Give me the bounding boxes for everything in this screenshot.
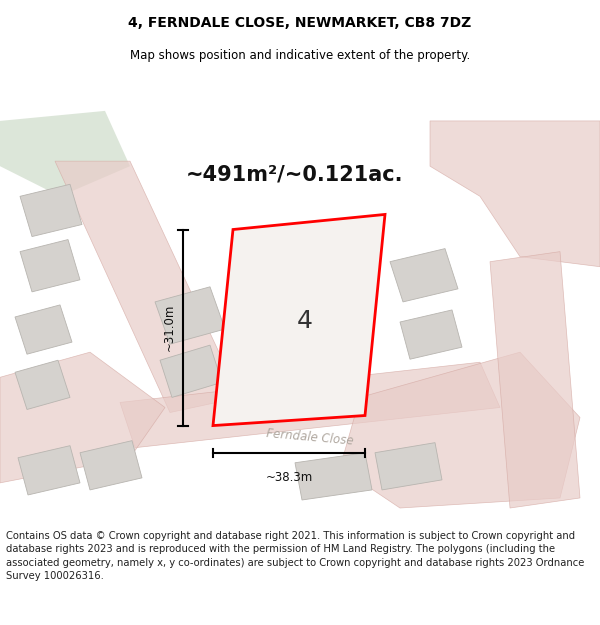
Polygon shape bbox=[295, 452, 372, 500]
Polygon shape bbox=[390, 249, 458, 302]
Polygon shape bbox=[18, 446, 80, 495]
Polygon shape bbox=[160, 345, 222, 398]
Text: Ferndale Close: Ferndale Close bbox=[266, 428, 354, 448]
Polygon shape bbox=[490, 252, 580, 508]
Text: ~491m²/~0.121ac.: ~491m²/~0.121ac. bbox=[186, 164, 404, 184]
Polygon shape bbox=[155, 287, 225, 344]
Polygon shape bbox=[55, 161, 240, 412]
Polygon shape bbox=[20, 184, 82, 236]
Polygon shape bbox=[430, 121, 600, 267]
Polygon shape bbox=[213, 214, 385, 426]
Polygon shape bbox=[80, 441, 142, 490]
Text: Map shows position and indicative extent of the property.: Map shows position and indicative extent… bbox=[130, 49, 470, 62]
Text: 4, FERNDALE CLOSE, NEWMARKET, CB8 7DZ: 4, FERNDALE CLOSE, NEWMARKET, CB8 7DZ bbox=[128, 16, 472, 31]
Polygon shape bbox=[20, 239, 80, 292]
Text: ~38.3m: ~38.3m bbox=[265, 471, 313, 484]
Text: Contains OS data © Crown copyright and database right 2021. This information is : Contains OS data © Crown copyright and d… bbox=[6, 531, 584, 581]
Polygon shape bbox=[0, 111, 130, 196]
Text: ~31.0m: ~31.0m bbox=[163, 304, 176, 351]
Polygon shape bbox=[340, 352, 580, 508]
Polygon shape bbox=[120, 362, 500, 448]
Polygon shape bbox=[15, 360, 70, 409]
Polygon shape bbox=[400, 310, 462, 359]
Polygon shape bbox=[15, 305, 72, 354]
Polygon shape bbox=[375, 442, 442, 490]
Text: 4: 4 bbox=[297, 309, 313, 333]
Polygon shape bbox=[0, 352, 165, 483]
